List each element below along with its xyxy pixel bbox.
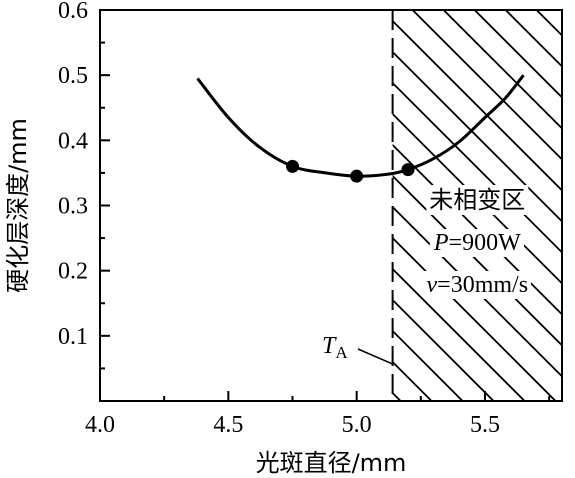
ta-label-main: T [322,333,337,359]
hatch-line [0,10,308,401]
data-point [401,163,415,177]
x-tick-label: 4.5 [213,412,243,438]
hatch-line [0,10,339,401]
x-axis-label: 光斑直径/mm [256,449,407,477]
hatch-line [392,267,526,401]
y-tick-label: 0.2 [58,259,88,285]
hardened-depth-curve [196,74,525,178]
hatch-line [392,50,562,223]
hatch-line [0,10,370,401]
hatch-line [392,329,464,401]
hatch-line [568,10,575,401]
hatch-line [0,10,277,401]
x-tick-label: 5.5 [470,412,500,438]
ta-leader-line [357,348,393,365]
param-power-background [429,229,525,257]
region-label: 未相变区 [429,186,525,214]
hatch-line [535,10,562,37]
data-points [286,159,415,183]
hatch-line [392,298,495,401]
hatch-line [442,10,562,130]
param-speed-value: =30mm/s [437,272,528,298]
ta-label: TA [322,333,348,362]
x-tick-label: 5.0 [342,412,372,438]
param-power-symbol: P [433,230,449,256]
param-speed: v=30mm/s [427,272,529,298]
region-label-background [426,185,529,215]
param-power: P=900W [433,230,521,256]
x-axis-ticks: 4.0 4.5 5.0 5.5 [85,391,551,438]
hatch-line [392,174,562,347]
data-point [286,159,299,173]
param-speed-background [423,271,532,299]
y-axis-label: 硬化层深度/mm [4,118,32,293]
hatch-line [473,10,562,99]
param-power-value: =900W [449,230,522,256]
hatch-line [392,205,562,378]
y-tick-label: 0.5 [58,63,88,89]
param-speed-symbol: v [427,272,438,298]
ta-label-sub: A [335,343,348,362]
x-tick-label: 4.0 [85,412,115,438]
y-tick-label: 0.3 [58,194,88,220]
hatch-line [0,10,246,401]
y-axis-ticks: 0.1 0.2 0.3 0.4 0.5 0.6 [58,0,110,370]
data-point [350,169,364,183]
y-tick-label: 0.4 [58,128,88,154]
y-tick-label: 0.1 [58,324,88,350]
hatch-line [392,236,557,401]
hatch-line [392,19,562,192]
hatch-line [411,10,562,161]
y-tick-label: 0.6 [58,0,88,24]
